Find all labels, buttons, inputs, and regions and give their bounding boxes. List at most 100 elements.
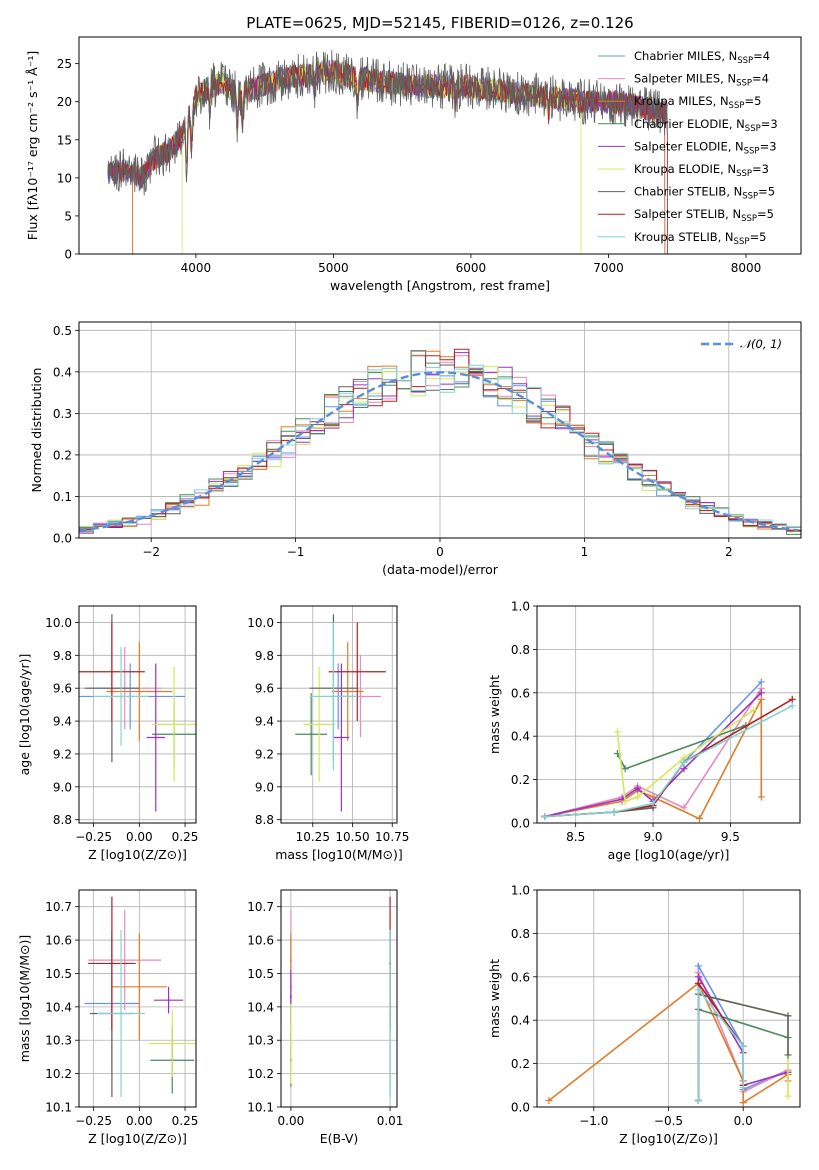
plus-marker xyxy=(680,765,688,773)
ytick-label: 0.8 xyxy=(511,643,530,657)
plus-marker xyxy=(757,793,765,801)
axes-age_vs_mass: 10.25 10.50 10.75 8.8 9.0 9.2 9.4 9.6 9.8 10.0 mas… xyxy=(247,605,409,862)
legend-label: Salpeter MILES, NSSP=4 xyxy=(634,72,769,89)
ytick-label: 9.8 xyxy=(255,649,274,663)
ytick-label: 9.0 xyxy=(53,780,72,794)
legend-label: Kroupa MILES, NSSP=5 xyxy=(634,94,761,111)
series-kroupa-stelib xyxy=(694,986,747,1104)
xtick-label: −0.25 xyxy=(75,830,112,844)
ytick-label: 9.0 xyxy=(255,780,274,794)
axes-frame xyxy=(280,605,398,824)
plus-marker xyxy=(757,695,765,703)
point xyxy=(138,690,141,693)
ytick-label: 10.4 xyxy=(45,1000,72,1014)
point xyxy=(340,736,343,739)
plus-marker xyxy=(634,784,642,792)
y-axis-label: Flux [fλ10⁻¹⁷ erg cm⁻² s⁻¹ Å⁻¹] xyxy=(25,51,40,240)
point xyxy=(289,995,292,998)
plus-marker xyxy=(695,815,703,823)
y-axis-label: mass weight xyxy=(487,959,502,1038)
ytick-label: 8.8 xyxy=(53,813,72,827)
xtick-label: 7000 xyxy=(593,261,624,275)
plus-marker xyxy=(739,1083,747,1091)
xtick-label: 0.00 xyxy=(278,1114,305,1128)
plus-marker xyxy=(739,1042,747,1050)
plus-marker xyxy=(750,706,758,714)
point xyxy=(289,1042,292,1045)
errorbar-kroupa-stelib xyxy=(309,622,358,771)
ytick-label: 10.0 xyxy=(45,616,72,630)
ytick-label: 0.4 xyxy=(53,365,72,379)
point xyxy=(346,690,349,693)
ytick-label: 9.6 xyxy=(255,682,274,696)
errorbar-salpeter-stelib xyxy=(79,622,145,722)
series-kroupa-elodie xyxy=(613,706,758,805)
ytick-label: 8.8 xyxy=(255,813,274,827)
plus-marker xyxy=(788,695,796,703)
xtick-label: 1 xyxy=(581,545,589,559)
ytick-label: 10.4 xyxy=(247,1000,274,1014)
spectrum-series-chabrier-stelib xyxy=(107,50,668,196)
errorbar-salpeter-elodie xyxy=(146,663,165,812)
errorbar-kroupa-elodie xyxy=(303,666,336,782)
ytick-label: 0.3 xyxy=(53,407,72,421)
xtick-label: 0.00 xyxy=(126,830,153,844)
ytick-label: 9.4 xyxy=(255,715,274,729)
y-axis-label: mass [log10(M/M⊙)] xyxy=(17,935,32,1063)
legend-label: Salpeter STELIB, NSSP=5 xyxy=(634,207,774,224)
ytick-label: 0.0 xyxy=(53,532,72,546)
errorbar-kroupa-stelib xyxy=(97,930,145,1097)
xtick-label: 0.01 xyxy=(377,1114,404,1128)
ytick-label: 0.5 xyxy=(53,324,72,338)
xtick-label: 9.5 xyxy=(721,830,740,844)
errorbar-kroupa-elodie xyxy=(289,1003,292,1084)
plus-marker xyxy=(680,758,688,766)
x-axis-label: (data-model)/error xyxy=(382,562,499,577)
errorbar-salpeter-stelib xyxy=(88,896,136,1031)
legend-label: Chabrier ELODIE, NSSP=3 xyxy=(634,117,778,134)
x-axis-label: E(B-V) xyxy=(320,1131,359,1146)
plot-area-residuals xyxy=(79,348,801,538)
ytick-label: 25 xyxy=(57,57,72,71)
xtick-label: 8000 xyxy=(731,261,762,275)
xtick-label: 0.0 xyxy=(734,1114,753,1128)
ytick-label: 0.2 xyxy=(511,1057,530,1071)
point xyxy=(359,695,362,698)
series-kroupa-stelib xyxy=(541,702,796,820)
ytick-label: 9.4 xyxy=(53,715,72,729)
errorbar-salpeter-elodie xyxy=(153,986,184,1014)
xtick-label: 8.5 xyxy=(566,830,585,844)
ytick-label: 0.1 xyxy=(53,490,72,504)
axes-frame xyxy=(78,605,197,824)
plus-marker xyxy=(694,1096,702,1104)
series-line xyxy=(544,698,793,818)
plot-area-mass_vs_Z xyxy=(84,896,196,1097)
xtick-label: 5000 xyxy=(318,261,349,275)
xtick-label: 10.50 xyxy=(335,830,369,844)
plot-area-age_vs_mass xyxy=(295,614,386,812)
axes-frame xyxy=(536,889,801,1108)
axes-frame xyxy=(536,605,801,824)
xtick-label: −0.5 xyxy=(654,1114,683,1128)
errorbar-kroupa-stelib xyxy=(389,930,392,1097)
xtick-label: −1 xyxy=(287,545,305,559)
axes-residuals: −2 −1 0 1 2 0.0 0.1 0.2 0.3 0.4 0.5 (data-model)/er… xyxy=(29,321,802,577)
point xyxy=(120,1012,123,1015)
ytick-label: 20 xyxy=(57,95,72,109)
xtick-label: −1.0 xyxy=(579,1114,608,1128)
point xyxy=(310,733,313,736)
xtick-label: −0.25 xyxy=(75,1114,112,1128)
errorbar-salpeter-miles xyxy=(88,910,162,1011)
point xyxy=(171,1042,174,1045)
plot-area-mass_vs_ebv xyxy=(289,896,392,1097)
axes-spectrum: 4000 5000 6000 7000 8000 0 5 10 15 20 25 wavelength… xyxy=(25,14,802,293)
x-axis-label: age [log10(age/yr)] xyxy=(608,847,730,862)
ytick-label: 10.1 xyxy=(247,1101,274,1115)
errorbar-chabrier-elodie xyxy=(295,693,328,776)
plot-area-spectrum xyxy=(107,50,669,254)
ytick-label: 5 xyxy=(64,209,72,223)
x-axis-label: mass [log10(M/M⊙)] xyxy=(275,847,403,862)
axes-mass_vs_Z: −0.25 0.00 0.25 10.1 10.2 10.3 10.4 10.5 10.6 10.… xyxy=(17,889,198,1146)
ytick-label: 0.6 xyxy=(511,970,530,984)
